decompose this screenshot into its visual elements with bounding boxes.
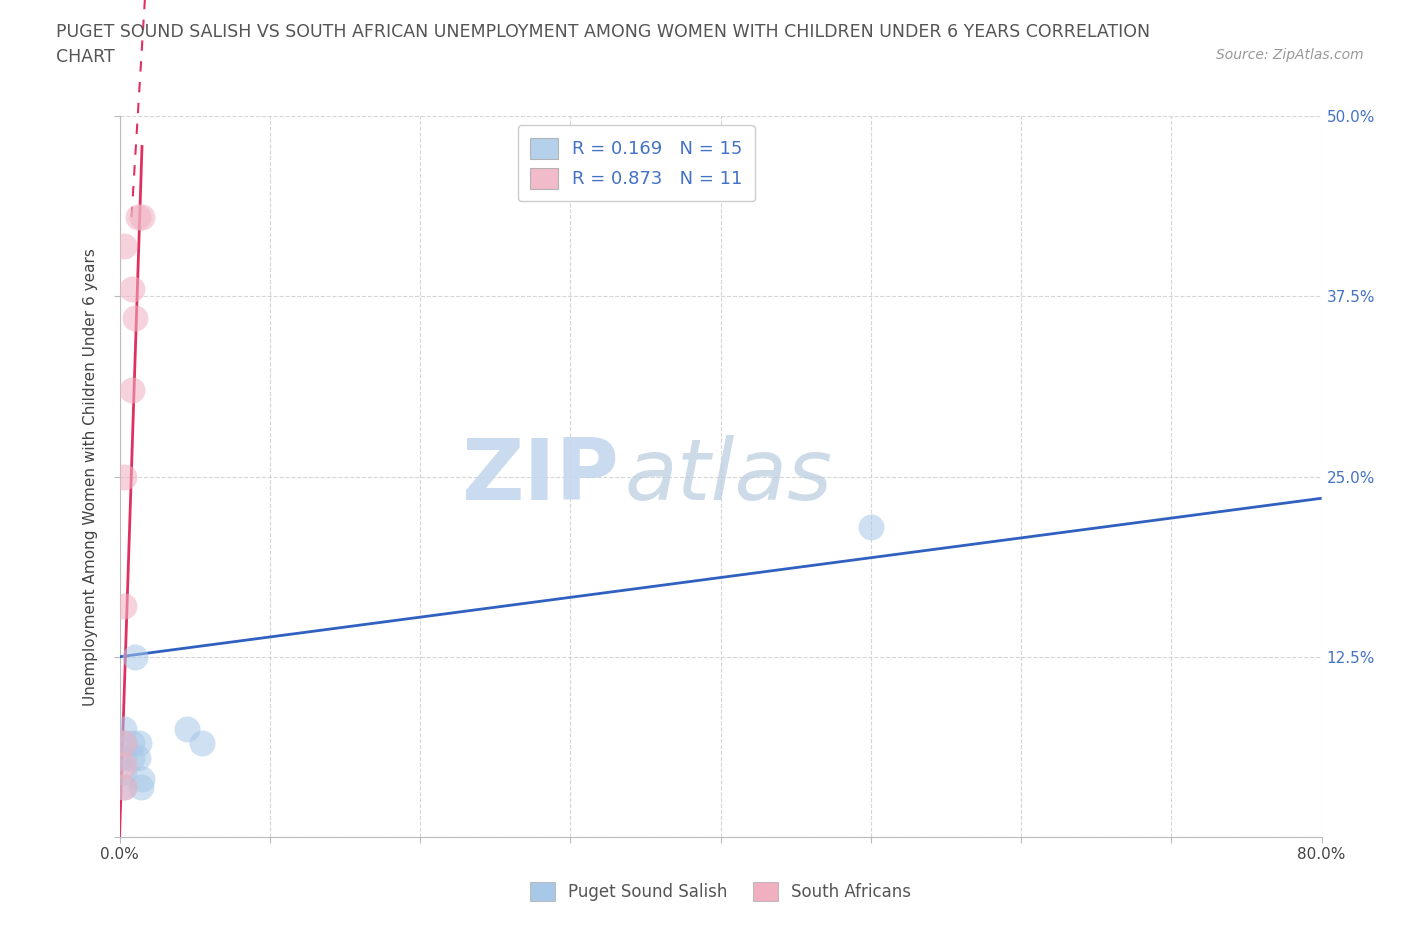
Legend: Puget Sound Salish, South Africans: Puget Sound Salish, South Africans xyxy=(523,875,918,908)
Point xyxy=(131,772,153,787)
Text: ZIP: ZIP xyxy=(461,435,619,518)
Point xyxy=(131,210,153,225)
Point xyxy=(191,736,214,751)
Point xyxy=(112,470,135,485)
Text: Source: ZipAtlas.com: Source: ZipAtlas.com xyxy=(1216,48,1364,62)
Point xyxy=(112,599,135,614)
Point xyxy=(112,722,135,737)
Point xyxy=(128,736,150,751)
Point xyxy=(121,751,143,765)
Point xyxy=(121,282,143,297)
Point xyxy=(127,210,149,225)
Text: atlas: atlas xyxy=(624,435,832,518)
Point xyxy=(112,736,135,751)
Point xyxy=(112,736,135,751)
Point xyxy=(112,757,135,772)
Point xyxy=(124,311,146,325)
Point xyxy=(121,383,143,398)
Point xyxy=(124,649,146,664)
Point xyxy=(112,764,135,779)
Point xyxy=(121,736,143,751)
Text: CHART: CHART xyxy=(56,48,115,66)
Point xyxy=(176,722,198,737)
Point xyxy=(859,520,882,535)
Point xyxy=(127,751,149,765)
Point xyxy=(129,779,152,794)
Point xyxy=(112,779,135,794)
Point xyxy=(112,779,135,794)
Y-axis label: Unemployment Among Women with Children Under 6 years: Unemployment Among Women with Children U… xyxy=(83,247,98,706)
Point xyxy=(112,239,135,254)
Text: PUGET SOUND SALISH VS SOUTH AFRICAN UNEMPLOYMENT AMONG WOMEN WITH CHILDREN UNDER: PUGET SOUND SALISH VS SOUTH AFRICAN UNEM… xyxy=(56,23,1150,41)
Point xyxy=(112,751,135,765)
